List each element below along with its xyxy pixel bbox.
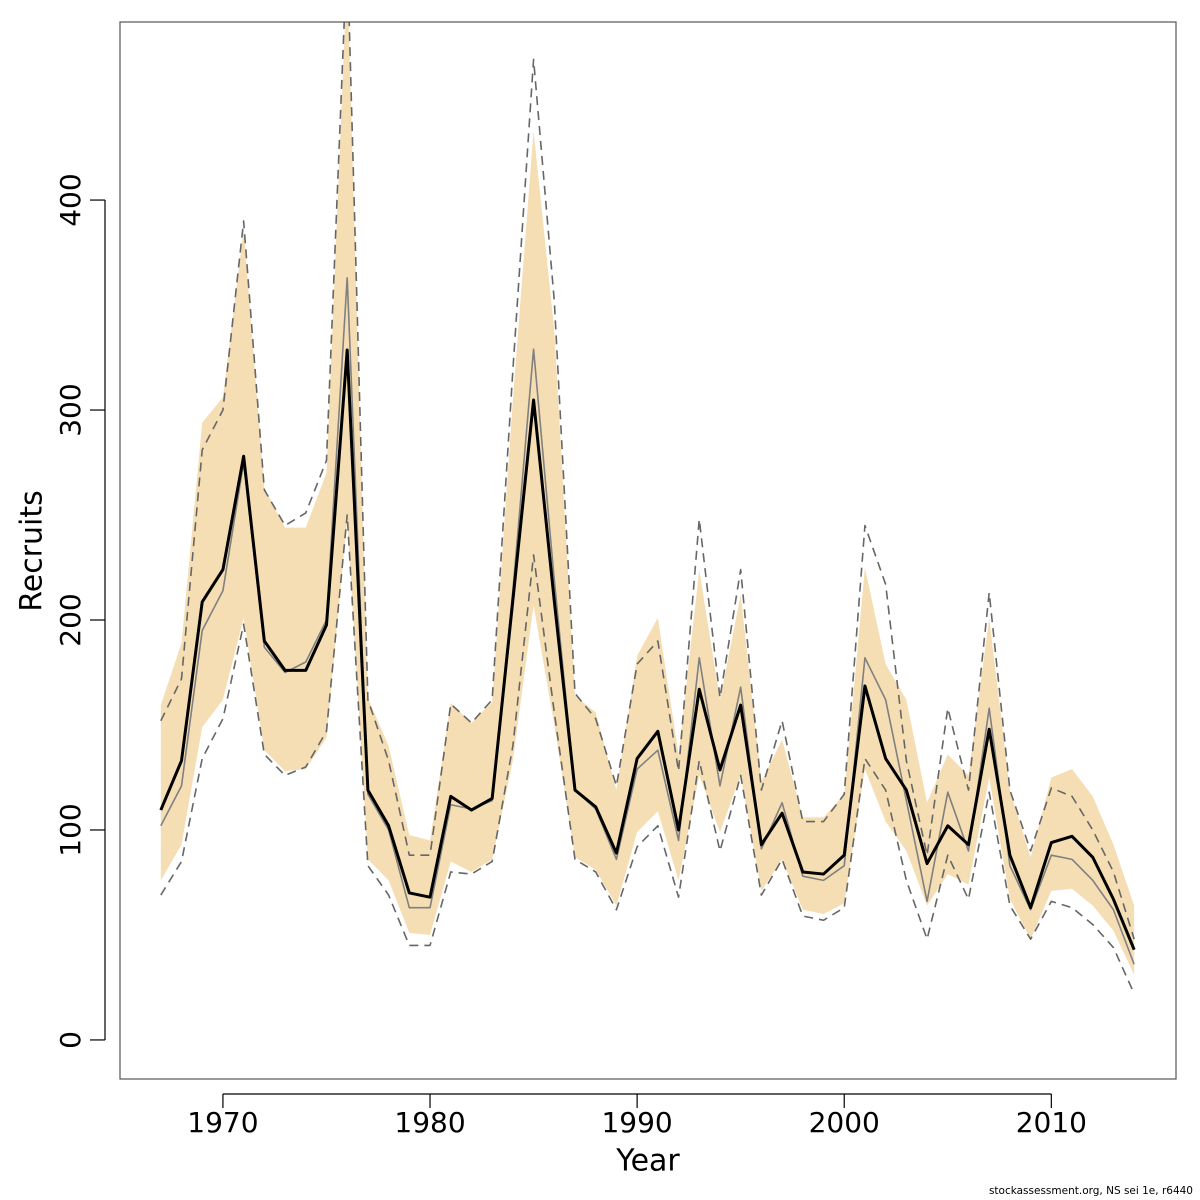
x-tick-label: 2010 <box>1016 1106 1087 1139</box>
x-tick-label: 1990 <box>601 1106 672 1139</box>
confidence-band <box>160 22 1135 975</box>
dashed-line <box>160 22 1135 940</box>
y-tick-label: 100 <box>54 803 87 856</box>
y-tick-label: 300 <box>54 383 87 436</box>
plot-area <box>159 22 1136 995</box>
plot-frame <box>119 21 1177 1080</box>
y-axis-label: Recruits <box>15 490 50 612</box>
y-tick-label: 200 <box>54 593 87 646</box>
footnote: stockassessment.org, NS sei 1e, r6440 <box>989 1185 1193 1197</box>
y-tick-label: 0 <box>54 1031 87 1049</box>
y-tick-label: 400 <box>54 173 87 226</box>
series-line <box>159 348 1136 951</box>
dashed-line <box>160 514 1135 995</box>
x-tick-label: 2000 <box>809 1106 880 1139</box>
x-tick-label: 1980 <box>394 1106 465 1139</box>
x-tick-label: 1970 <box>187 1106 258 1139</box>
x-axis-label: Year <box>615 1144 680 1179</box>
